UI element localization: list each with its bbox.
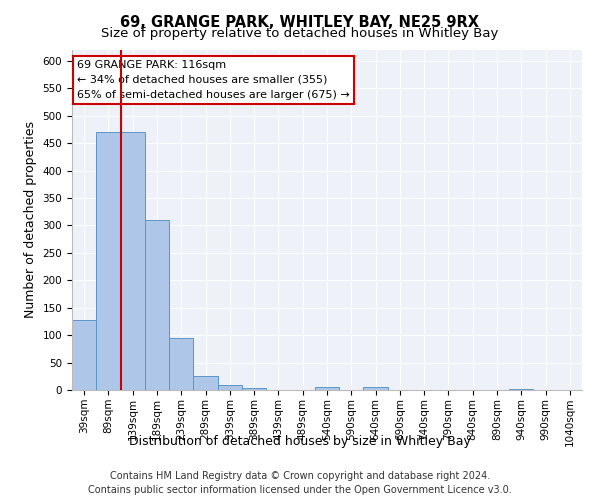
- Text: Distribution of detached houses by size in Whitley Bay: Distribution of detached houses by size …: [129, 435, 471, 448]
- Bar: [169, 338, 193, 390]
- Text: Contains HM Land Registry data © Crown copyright and database right 2024.
Contai: Contains HM Land Registry data © Crown c…: [88, 471, 512, 495]
- Text: 69 GRANGE PARK: 116sqm
← 34% of detached houses are smaller (355)
65% of semi-de: 69 GRANGE PARK: 116sqm ← 34% of detached…: [77, 60, 350, 100]
- Bar: [145, 220, 169, 390]
- Bar: [509, 389, 533, 390]
- Bar: [315, 388, 339, 390]
- Text: Size of property relative to detached houses in Whitley Bay: Size of property relative to detached ho…: [101, 28, 499, 40]
- Bar: [121, 132, 145, 390]
- Bar: [364, 388, 388, 390]
- Text: 69, GRANGE PARK, WHITLEY BAY, NE25 9RX: 69, GRANGE PARK, WHITLEY BAY, NE25 9RX: [121, 15, 479, 30]
- Y-axis label: Number of detached properties: Number of detached properties: [24, 122, 37, 318]
- Bar: [72, 320, 96, 390]
- Bar: [193, 376, 218, 390]
- Bar: [242, 388, 266, 390]
- Bar: [96, 132, 121, 390]
- Bar: [218, 384, 242, 390]
